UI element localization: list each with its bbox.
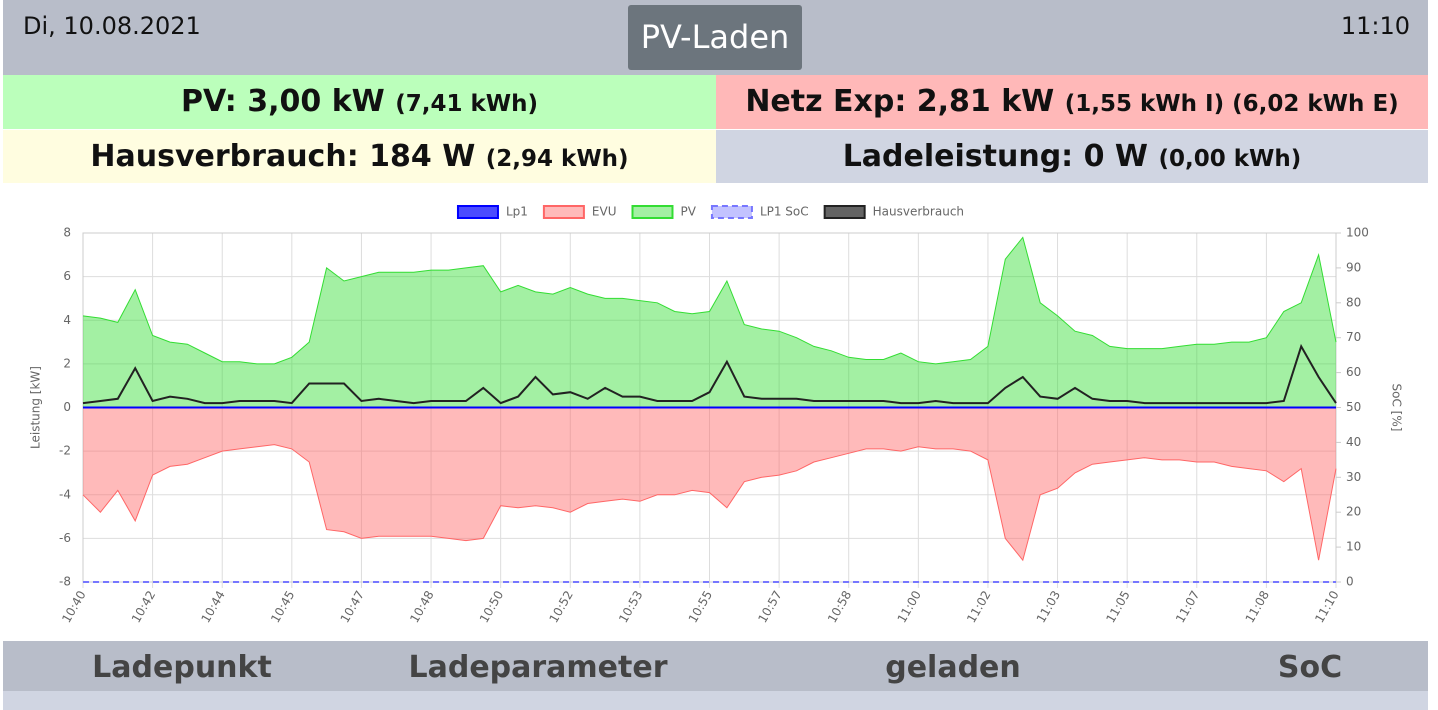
legend-swatch	[456, 205, 499, 219]
x-tick-label: 10:40	[59, 588, 88, 625]
x-tick-label: 11:02	[964, 588, 993, 625]
x-tick-label: 11:05	[1103, 588, 1132, 625]
header: Di, 10.08.2021 PV-Laden 11:10	[3, 0, 1428, 75]
legend-swatch	[823, 205, 866, 219]
table-header: Ladepunkt Ladeparameter geladen SoC	[3, 641, 1428, 691]
x-tick-label: 10:42	[129, 588, 158, 625]
legend-swatch	[542, 205, 585, 219]
pv-tile: PV: 3,00 kW (7,41 kWh)	[3, 75, 716, 129]
area-fill	[83, 407, 1336, 561]
column-header: SoC	[1277, 650, 1343, 685]
tile-main: Netz Exp: 2,81 kW	[745, 84, 1055, 119]
x-tick-label: 10:44	[198, 588, 227, 625]
x-tick-label: 10:58	[825, 588, 854, 625]
table-row	[3, 691, 1428, 710]
area-fill	[83, 237, 1336, 408]
y2-tick-label: 90	[1346, 260, 1361, 274]
tile-main: Ladeleistung: 0 W	[842, 139, 1149, 174]
y2-tick-label: 20	[1346, 505, 1361, 519]
tile-detail: (0,00 kWh)	[1158, 146, 1302, 172]
x-tick-label: 10:57	[755, 588, 784, 625]
series-line	[82, 444, 1337, 562]
y2-tick-label: 40	[1346, 435, 1361, 449]
column-header: geladen	[885, 650, 1021, 685]
x-tick-label: 10:50	[477, 588, 506, 625]
title-button[interactable]: PV-Laden	[628, 5, 802, 70]
legend-label: EVU	[592, 205, 617, 219]
x-tick-label: 10:47	[338, 588, 367, 625]
y-tick-label: -6	[59, 531, 71, 545]
y2-tick-label: 50	[1346, 400, 1361, 414]
y-tick-label: 6	[63, 269, 71, 283]
series-line	[82, 236, 1337, 365]
legend-swatch	[710, 205, 753, 219]
y-tick-label: -8	[59, 575, 71, 589]
tile-detail: (7,41 kWh)	[395, 91, 539, 117]
y-tick-label: 8	[63, 226, 71, 240]
time: 11:10	[1340, 12, 1410, 40]
x-tick-label: 11:08	[1243, 588, 1272, 625]
grid-tile: Netz Exp: 2,81 kW (1,55 kWh I) (6,02 kWh…	[716, 75, 1428, 129]
y-tick-label: 2	[63, 356, 71, 370]
y-tick-label: 0	[63, 400, 71, 414]
column-header: Ladepunkt	[92, 650, 272, 685]
y2-tick-label: 100	[1346, 226, 1369, 240]
date: Di, 10.08.2021	[23, 12, 201, 40]
house-tile: Hausverbrauch: 184 W (2,94 kWh)	[3, 130, 716, 183]
y2-tick-label: 0	[1346, 575, 1354, 589]
y-tick-label: -4	[59, 487, 71, 501]
y2-tick-label: 80	[1346, 295, 1361, 309]
y2-tick-label: 60	[1346, 365, 1361, 379]
y2-tick-label: 10	[1346, 540, 1361, 554]
x-tick-label: 10:55	[686, 588, 715, 625]
x-tick-label: 10:52	[546, 588, 575, 625]
tile-detail: (1,55 kWh I) (6,02 kWh E)	[1064, 91, 1399, 117]
y2-axis-title: SoC [%]	[1390, 384, 1404, 432]
x-tick-label: 10:53	[616, 588, 645, 625]
x-tick-label: 11:10	[1312, 588, 1341, 625]
chart: -8-6-4-202468010203040506070809010010:40…	[29, 205, 1404, 626]
tile-main: PV: 3,00 kW	[180, 84, 385, 119]
legend-label: Lp1	[506, 205, 528, 219]
x-tick-label: 11:07	[1173, 588, 1202, 625]
legend-label: LP1 SoC	[760, 205, 809, 219]
legend-swatch	[631, 205, 674, 219]
y-tick-label: 4	[63, 313, 71, 327]
y2-tick-label: 30	[1346, 470, 1361, 484]
y2-tick-label: 70	[1346, 330, 1361, 344]
legend-label: PV	[680, 205, 696, 219]
tile-main: Hausverbrauch: 184 W	[90, 139, 476, 174]
x-tick-label: 10:48	[407, 588, 436, 625]
y-axis-title: Leistung [kW]	[29, 366, 43, 449]
tile-detail: (2,94 kWh)	[485, 146, 629, 172]
charge-tile: Ladeleistung: 0 W (0,00 kWh)	[716, 130, 1428, 183]
series-line	[82, 343, 1337, 405]
legend-label: Hausverbrauch	[873, 205, 964, 219]
x-tick-label: 11:03	[1034, 588, 1063, 625]
x-tick-label: 10:45	[268, 588, 297, 625]
y-tick-label: -2	[59, 444, 71, 458]
column-header: Ladeparameter	[408, 650, 668, 685]
x-tick-label: 11:00	[895, 588, 924, 625]
